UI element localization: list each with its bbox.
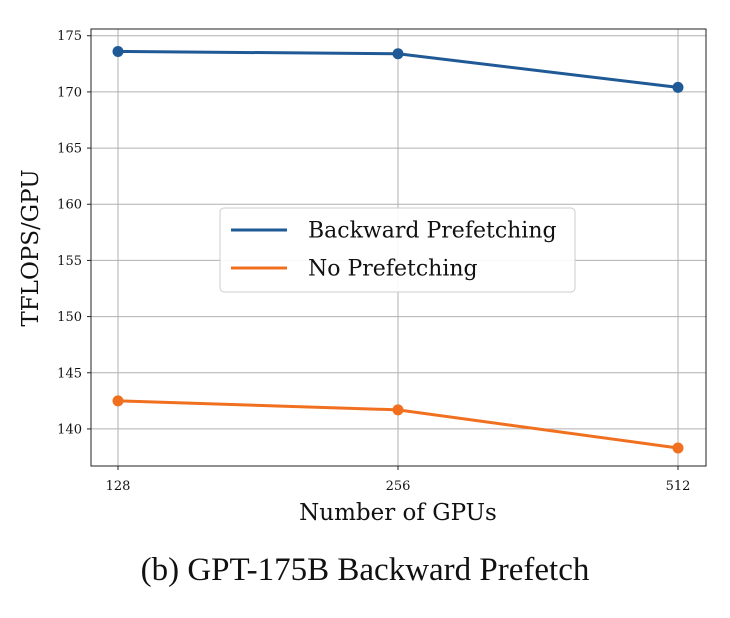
line-chart: 140 145 150 155 160 165 170 175 128 256 512 Number… bbox=[18, 28, 707, 526]
data-point bbox=[672, 442, 684, 454]
data-point bbox=[112, 45, 124, 57]
series-layer bbox=[112, 45, 684, 454]
data-point bbox=[392, 48, 404, 60]
y-tick-label: 145 bbox=[57, 366, 82, 381]
legend: Backward Prefetching No Prefetching bbox=[219, 207, 576, 293]
y-tick-label: 170 bbox=[57, 85, 82, 100]
legend-box bbox=[219, 207, 576, 293]
x-tick-label: 128 bbox=[106, 479, 131, 494]
data-point bbox=[672, 81, 684, 93]
legend-label: Backward Prefetching bbox=[308, 219, 557, 244]
axis-ticks: 140 145 150 155 160 165 170 175 128 256 512 bbox=[57, 29, 690, 494]
data-point bbox=[392, 404, 404, 416]
x-tick-label: 256 bbox=[386, 479, 411, 494]
y-axis-label: TFLOPS/GPU bbox=[18, 169, 44, 326]
x-tick-label: 512 bbox=[666, 479, 691, 494]
y-tick-label: 165 bbox=[57, 142, 82, 157]
y-tick-label: 160 bbox=[57, 198, 82, 213]
y-tick-label: 150 bbox=[57, 310, 82, 325]
y-tick-label: 175 bbox=[57, 29, 82, 44]
x-axis-label: Number of GPUs bbox=[299, 500, 497, 526]
figure-caption: (b) GPT-175B Backward Prefetch bbox=[140, 552, 590, 588]
y-tick-label: 140 bbox=[57, 422, 82, 437]
legend-label: No Prefetching bbox=[308, 257, 478, 282]
y-tick-label: 155 bbox=[57, 254, 82, 269]
data-point bbox=[112, 395, 124, 407]
grid-lines bbox=[91, 29, 706, 466]
